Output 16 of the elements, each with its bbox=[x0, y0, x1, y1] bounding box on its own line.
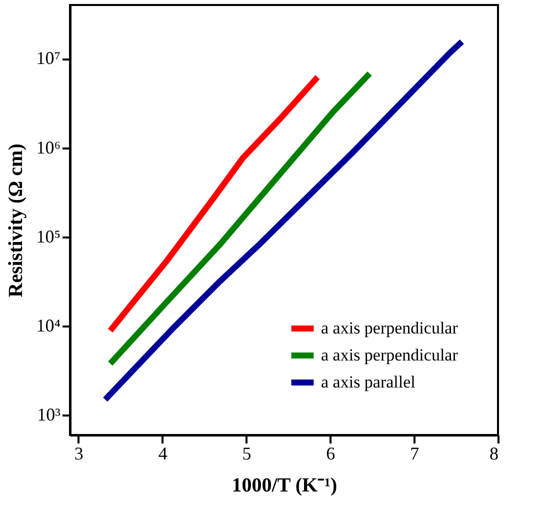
y-tick-label: 10⁷ bbox=[36, 48, 60, 68]
x-tick-label: 5 bbox=[242, 444, 252, 464]
x-tick-label: 6 bbox=[326, 444, 336, 464]
legend-label: a axis perpendicular bbox=[321, 346, 458, 364]
legend-label: a axis parallel bbox=[321, 372, 416, 392]
y-axis-title: Resistivity (Ω cm) bbox=[5, 144, 28, 298]
y-tick-label: 10⁶ bbox=[36, 137, 60, 158]
x-tick-label: 7 bbox=[410, 444, 420, 464]
y-tick-label: 10⁵ bbox=[36, 226, 60, 246]
y-tick-label: 10⁴ bbox=[36, 316, 60, 336]
legend-label: a axis perpendicular bbox=[321, 318, 458, 338]
x-tick-label: 8 bbox=[490, 444, 498, 464]
y-tick-label: 10³ bbox=[37, 404, 62, 425]
x-tick-label: 3 bbox=[74, 444, 84, 464]
x-axis-title: 1000/T (K⁻¹) bbox=[232, 474, 338, 496]
x-tick-label: 4 bbox=[158, 444, 168, 464]
